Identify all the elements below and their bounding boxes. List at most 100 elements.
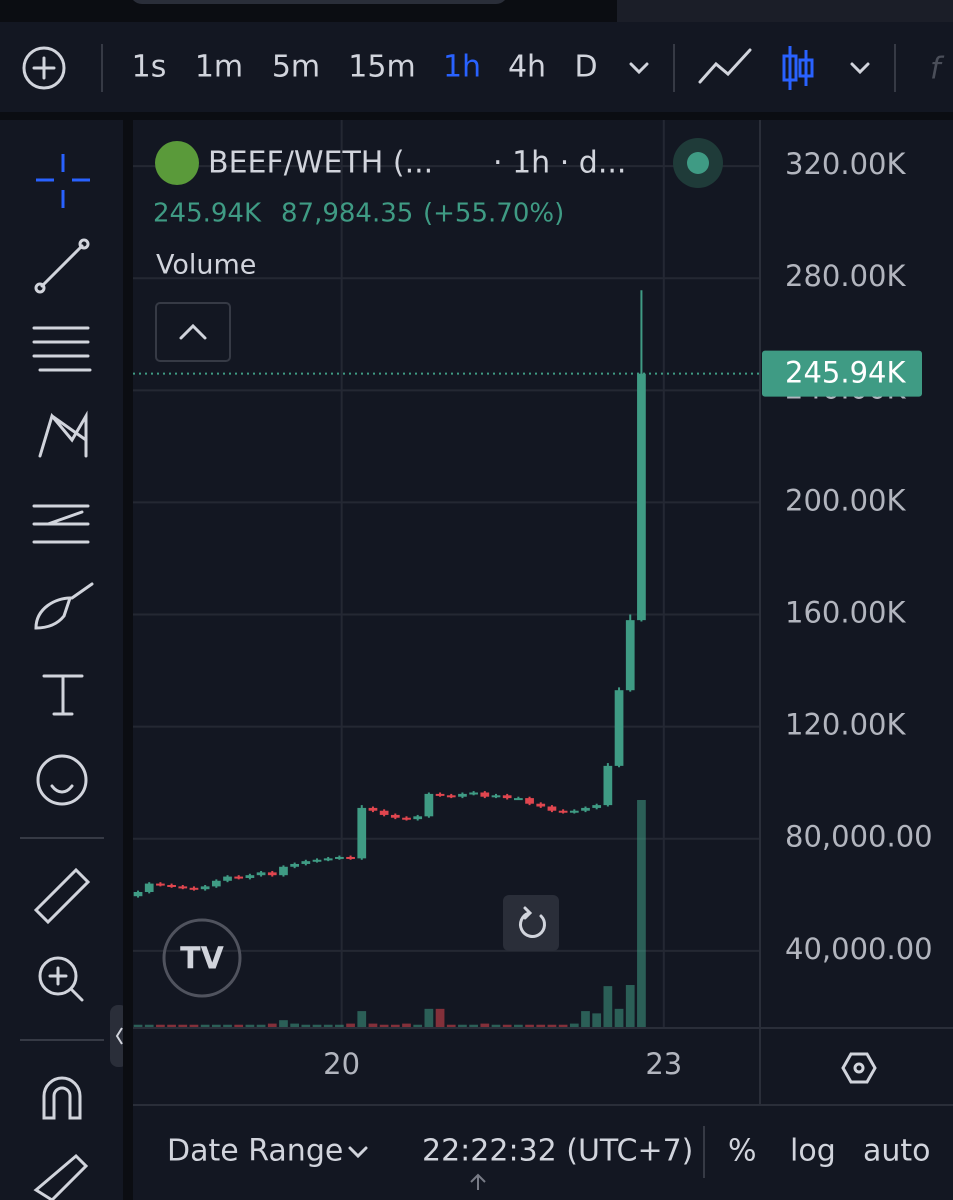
status-dot bbox=[687, 152, 709, 174]
dropdown[interactable] bbox=[629, 62, 649, 75]
volume-bar bbox=[558, 1024, 568, 1027]
volume-bar bbox=[390, 1024, 400, 1027]
collapse-legend[interactable] bbox=[155, 302, 231, 362]
timeframe[interactable]: 15m bbox=[348, 50, 415, 85]
line-chart-icon[interactable] bbox=[698, 48, 752, 84]
lock-tool[interactable] bbox=[33, 1153, 89, 1200]
candle-body bbox=[178, 886, 188, 889]
divider bbox=[0, 112, 953, 120]
brush-tool[interactable] bbox=[34, 582, 94, 630]
magnet-tool[interactable] bbox=[42, 1076, 82, 1120]
dropdown[interactable] bbox=[348, 1146, 368, 1159]
search-box[interactable] bbox=[130, 0, 508, 4]
volume-bar bbox=[603, 986, 613, 1027]
timeframe[interactable]: 4h bbox=[508, 50, 546, 85]
zoom-tool[interactable] bbox=[38, 956, 78, 996]
top-strip-right bbox=[617, 0, 953, 22]
change: 87,984.35 bbox=[281, 199, 413, 229]
chevron bbox=[179, 323, 207, 340]
candle-body bbox=[592, 805, 602, 808]
candle-body bbox=[558, 810, 568, 813]
timeframe[interactable]: 1s bbox=[132, 50, 167, 85]
timeframe[interactable]: 5m bbox=[272, 50, 320, 85]
pattern-tool[interactable] bbox=[38, 410, 88, 458]
candle-body bbox=[301, 861, 311, 864]
volume-bar bbox=[536, 1024, 546, 1027]
candle-body bbox=[547, 806, 557, 811]
y-tick-label: 80,000.00 bbox=[785, 820, 933, 854]
clock[interactable]: 22:22:32 (UTC+7) bbox=[422, 1134, 693, 1169]
y-tick-label: 40,000.00 bbox=[785, 932, 933, 966]
candle-body bbox=[346, 856, 355, 859]
reset-icon bbox=[519, 906, 546, 938]
date-range[interactable]: Date Range bbox=[167, 1134, 343, 1169]
reset-button[interactable] bbox=[503, 895, 559, 951]
volume-bar bbox=[279, 1020, 288, 1027]
toolbar: 1s 1m 5m 15m 1h 4h D f bbox=[22, 44, 945, 92]
collapse-icon bbox=[115, 1027, 123, 1045]
timeframe-active[interactable]: 1h bbox=[443, 50, 481, 85]
crosshair-tool[interactable] bbox=[36, 154, 90, 208]
volume-bar bbox=[312, 1024, 322, 1027]
candle-icon[interactable] bbox=[782, 46, 814, 90]
tv-logo[interactable] bbox=[162, 918, 242, 998]
candle-body bbox=[625, 620, 635, 691]
interval: · 1h · d... bbox=[493, 146, 626, 181]
volume-bar bbox=[491, 1024, 501, 1027]
symbol[interactable]: BEEF/WETH (... bbox=[208, 146, 433, 181]
volume-bar bbox=[525, 1024, 534, 1027]
add-button[interactable] bbox=[22, 46, 66, 90]
y-tick-label: 280.00K bbox=[785, 259, 906, 293]
candle-body bbox=[458, 793, 467, 797]
percent-toggle[interactable]: % bbox=[728, 1134, 757, 1169]
volume-bar bbox=[156, 1024, 165, 1027]
timeframe[interactable]: D bbox=[574, 50, 597, 85]
volume-bar bbox=[167, 1024, 176, 1027]
candle-body bbox=[435, 793, 445, 796]
volume-bar bbox=[368, 1023, 378, 1027]
candle-body bbox=[569, 810, 579, 813]
candle-body bbox=[581, 807, 590, 811]
legend: BEEF/WETH (... · 1h · d... 245.94K 87,98… bbox=[153, 138, 877, 1084]
candle-body bbox=[335, 856, 344, 859]
candle-body bbox=[480, 792, 490, 797]
ruler-tool[interactable] bbox=[33, 867, 91, 925]
zoom-icon bbox=[48, 966, 84, 1002]
x-tick-label: 23 bbox=[645, 1047, 682, 1081]
projection-tool[interactable] bbox=[32, 504, 90, 544]
log-toggle[interactable]: log bbox=[790, 1134, 836, 1169]
timeframe[interactable]: 1m bbox=[195, 50, 243, 85]
volume-bar bbox=[614, 1008, 624, 1027]
trendline-tool[interactable] bbox=[40, 244, 84, 288]
indicator-name: Volume bbox=[156, 250, 256, 281]
y-tick-label: 160.00K bbox=[785, 596, 906, 630]
volume-bar bbox=[301, 1024, 311, 1027]
chart: 320.00K280.00K240.00K200.00K160.00K120.0… bbox=[133, 120, 933, 1081]
footer: Date Range 22:22:32 (UTC+7) % log auto bbox=[167, 1126, 931, 1190]
fib-tool[interactable] bbox=[32, 326, 92, 372]
volume-bar bbox=[200, 1024, 210, 1027]
volume-bar bbox=[211, 1024, 221, 1027]
emoji-tool[interactable] bbox=[36, 754, 88, 806]
text-tool[interactable] bbox=[42, 674, 84, 716]
volume-bar bbox=[133, 1024, 143, 1027]
settings-icon[interactable] bbox=[841, 1052, 877, 1084]
candle-body bbox=[167, 884, 176, 887]
divider bbox=[123, 120, 133, 1200]
candle-body bbox=[525, 798, 534, 804]
smile bbox=[50, 784, 74, 794]
candle-body bbox=[514, 798, 523, 801]
volume-bar bbox=[290, 1023, 300, 1027]
candle-body bbox=[446, 795, 456, 798]
volume-bar bbox=[223, 1024, 232, 1027]
scroll-indicator bbox=[470, 1173, 486, 1190]
volume-bar bbox=[637, 800, 646, 1027]
auto-toggle[interactable]: auto bbox=[863, 1134, 931, 1169]
change-percent: (+55.70%) bbox=[423, 199, 564, 229]
dropdown[interactable] bbox=[850, 62, 870, 75]
y-tick-label: 200.00K bbox=[785, 483, 906, 517]
volume-bar bbox=[346, 1023, 355, 1027]
candle-body bbox=[279, 866, 288, 876]
